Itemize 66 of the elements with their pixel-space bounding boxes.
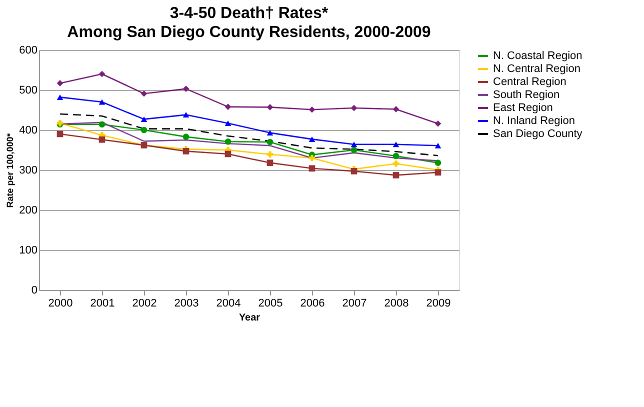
point: [266, 160, 274, 166]
point: [392, 142, 400, 148]
point: [350, 146, 358, 154]
x-tick-label: 2008: [384, 298, 409, 310]
point: [434, 120, 442, 127]
x-tick-label: 2007: [342, 298, 367, 310]
point: [434, 142, 442, 148]
point: [98, 136, 106, 143]
chart-title: 3-4-50 Death† Rates*: [170, 5, 329, 22]
point: [266, 130, 274, 136]
point: [266, 104, 274, 110]
point: [182, 134, 190, 140]
point: [224, 104, 232, 110]
x-tick-label: 2003: [174, 298, 199, 310]
point: [392, 160, 400, 167]
point: [182, 86, 190, 92]
y-tick-label: 100: [19, 244, 38, 256]
point: [56, 80, 64, 86]
x-tick-label: 2009: [426, 298, 451, 310]
point: [350, 142, 358, 148]
point: [266, 151, 274, 158]
point: [56, 94, 64, 100]
x-axis-title: Year: [238, 312, 260, 324]
point: [224, 120, 232, 126]
point: [434, 160, 442, 166]
x-tick-label: 2004: [216, 298, 241, 310]
point: [224, 150, 232, 158]
y-tick-label: 600: [19, 44, 38, 56]
point: [140, 116, 148, 122]
point: [140, 126, 148, 134]
y-axis-title: Rate per 100,000*: [5, 132, 16, 208]
point: [308, 154, 316, 162]
point: [140, 90, 148, 97]
legend-label: N. Coastal Region: [493, 50, 582, 62]
y-tick-label: 300: [19, 164, 38, 176]
x-tick-label: 2006: [300, 298, 325, 310]
x-tick-label: 2001: [90, 298, 115, 310]
legend-label: San Diego County: [493, 128, 583, 140]
point: [56, 130, 64, 138]
point: [308, 136, 316, 142]
point: [98, 70, 106, 78]
chart-subtitle: Among San Diego County Residents, 2000-2009: [67, 24, 431, 41]
x-tick-label: 2000: [48, 298, 73, 310]
point: [308, 165, 316, 172]
x-tick-label: 2005: [258, 298, 283, 310]
point: [392, 106, 400, 112]
legend-label: Central Region: [493, 76, 566, 88]
legend-label: East Region: [493, 102, 553, 114]
point: [434, 169, 442, 176]
point: [98, 99, 106, 105]
x-tick-label: 2002: [132, 298, 157, 310]
point: [182, 112, 190, 118]
y-tick-label: 0: [31, 284, 38, 296]
legend-label: N. Central Region: [493, 63, 580, 75]
point: [392, 172, 400, 178]
point: [98, 121, 106, 128]
point: [266, 138, 274, 146]
point: [392, 152, 400, 160]
legend-label: South Region: [493, 89, 560, 101]
point: [350, 104, 358, 112]
point: [308, 106, 316, 113]
point: [224, 138, 232, 145]
y-tick-label: 200: [19, 204, 38, 216]
y-tick-label: 400: [19, 124, 38, 136]
legend-label: N. Inland Region: [493, 115, 575, 127]
y-tick-label: 500: [19, 84, 38, 96]
